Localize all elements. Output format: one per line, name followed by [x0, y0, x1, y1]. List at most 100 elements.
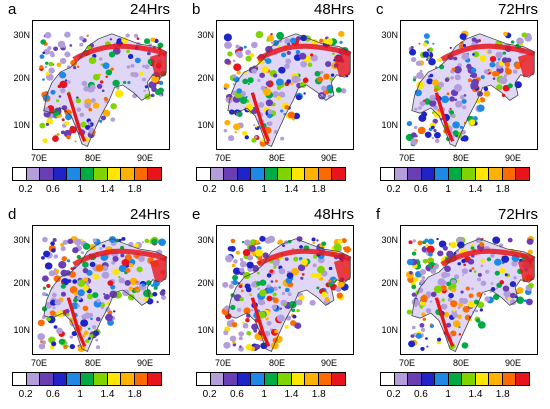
rainfall-cell	[110, 117, 116, 122]
rainfall-cell	[412, 276, 419, 282]
colorbar-swatch	[107, 373, 122, 385]
rainfall-cell	[232, 340, 236, 344]
lat-tick-label: 20N	[381, 278, 398, 288]
rainfall-cell	[242, 321, 245, 324]
rainfall-cell	[235, 250, 241, 255]
rainfall-cell	[422, 317, 427, 321]
rainfall-cell	[65, 113, 72, 121]
map-frame	[32, 225, 170, 355]
rainfall-field	[37, 236, 168, 353]
colorbar-label: 0.6	[45, 184, 60, 195]
rainfall-cell	[438, 240, 447, 248]
colorbar-swatch	[462, 168, 476, 180]
rainfall-cell	[324, 61, 332, 67]
rainfall-cell	[134, 243, 139, 248]
rainfall-cell	[64, 79, 68, 82]
rainfall-cell	[132, 72, 139, 78]
colorbar	[196, 372, 346, 386]
rainfall-cell	[115, 89, 124, 98]
rainfall-cell	[440, 284, 447, 292]
lead-time-label: 48Hrs	[313, 1, 354, 18]
rainfall-cell	[416, 71, 424, 80]
rainfall-cell	[277, 44, 281, 48]
rainfall-cell	[509, 281, 517, 288]
rainfall-cell	[158, 238, 167, 246]
rainfall-cell	[512, 69, 518, 74]
rainfall-cell	[41, 292, 47, 297]
rainfall-cell	[109, 38, 113, 41]
rainfall-cell	[82, 285, 89, 291]
rainfall-cell	[90, 98, 96, 103]
rainfall-cell	[261, 66, 269, 73]
rainfall-cell	[276, 314, 285, 322]
rainfall-cell	[81, 80, 88, 87]
rainfall-cell	[230, 304, 236, 310]
rainfall-cell	[323, 245, 326, 248]
rainfall-cell	[242, 130, 248, 136]
rainfall-cell	[133, 33, 139, 38]
rainfall-cell	[72, 279, 78, 284]
rainfall-cell	[265, 317, 269, 321]
rainfall-cell	[418, 106, 422, 110]
rainfall-cell	[83, 330, 89, 336]
rainfall-cell	[73, 298, 78, 303]
rainfall-cell	[429, 73, 434, 78]
rainfall-cell	[66, 312, 70, 316]
rainfall-cell	[121, 37, 128, 44]
rainfall-cell	[82, 305, 89, 311]
rainfall-cell	[490, 282, 494, 285]
rainfall-cell	[428, 252, 433, 257]
rainfall-cell	[151, 238, 158, 245]
rainfall-cell	[417, 126, 426, 135]
rainfall-cell	[46, 118, 53, 125]
rainfall-cell	[343, 246, 351, 253]
rainfall-cell	[80, 319, 89, 327]
rainfall-cell	[287, 292, 292, 297]
rainfall-cell	[290, 37, 297, 44]
rainfall-cell	[521, 32, 527, 38]
rainfall-cell	[59, 80, 68, 89]
rainfall-cell	[433, 285, 442, 293]
rainfall-cell	[233, 259, 238, 264]
rainfall-cell	[233, 63, 242, 72]
colorbar-swatch	[13, 373, 27, 385]
rainfall-cell	[231, 263, 236, 268]
rainfall-cell	[62, 239, 69, 245]
colorbar-swatch	[107, 168, 122, 180]
rainfall-cell	[319, 38, 324, 43]
rainfall-cell	[266, 141, 270, 144]
rainfall-cell	[239, 345, 242, 348]
rainfall-cell	[423, 98, 431, 105]
colorbar	[12, 372, 162, 386]
rainfall-cell	[148, 81, 157, 89]
western-ghats-band	[66, 297, 87, 347]
rainfall-cell	[467, 258, 475, 265]
rainfall-cell	[150, 37, 156, 43]
colorbar-swatch	[278, 168, 292, 180]
rainfall-cell	[467, 300, 476, 308]
rainfall-cell	[431, 79, 439, 86]
rainfall-cell	[341, 238, 347, 244]
rainfall-cell	[275, 78, 284, 86]
rainfall-cell	[487, 49, 492, 54]
rainfall-cell	[449, 241, 457, 249]
rainfall-cell	[502, 285, 510, 292]
rainfall-cell	[510, 40, 515, 44]
panel-title: b 48Hrs	[190, 2, 356, 18]
rainfall-cell	[58, 260, 67, 269]
rainfall-cell	[103, 292, 106, 295]
rainfall-cell	[286, 50, 291, 55]
rainfall-cell	[77, 304, 81, 308]
rainfall-cell	[463, 263, 467, 267]
rainfall-cell	[265, 99, 274, 107]
rainfall-cell	[454, 98, 458, 101]
rainfall-cell	[429, 300, 433, 303]
rainfall-cell	[225, 254, 233, 263]
rainfall-cell	[274, 279, 278, 283]
rainfall-cell	[236, 52, 243, 59]
colorbar-swatch	[394, 373, 409, 385]
rainfall-cell	[50, 345, 55, 350]
rainfall-cell	[486, 257, 492, 262]
rainfall-cell	[428, 58, 436, 66]
panel-letter: f	[376, 206, 381, 223]
